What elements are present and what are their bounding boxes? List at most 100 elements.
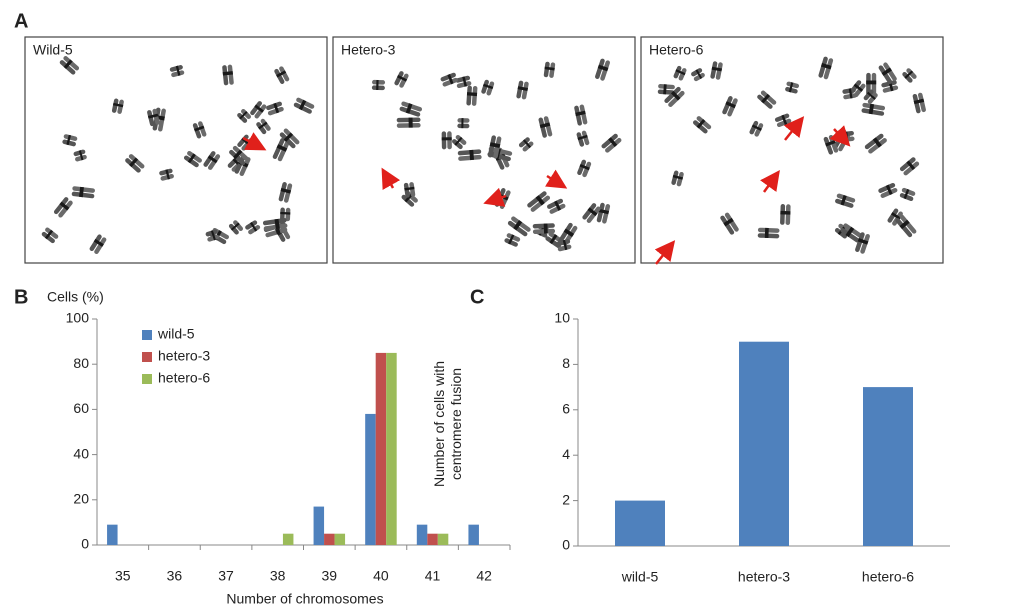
chromosome: [147, 108, 160, 127]
chromatid: [906, 68, 917, 79]
band: [891, 212, 901, 220]
chromosome: [89, 234, 107, 254]
chromatid: [507, 220, 528, 237]
karyotype-images: Wild-5 Hetero-3 Hetero-6: [24, 36, 944, 264]
y-tick-label: 6: [562, 401, 570, 417]
band: [454, 136, 463, 146]
chromatid: [265, 227, 288, 238]
arrow: [483, 187, 507, 207]
bar: [416, 524, 428, 545]
band: [489, 142, 501, 148]
y-tick-label: 4: [562, 446, 570, 462]
chromatid: [901, 187, 916, 196]
chromosome: [532, 223, 556, 234]
chromatid: [396, 117, 421, 123]
band: [78, 150, 84, 161]
band: [696, 119, 706, 129]
chromosome: [657, 83, 675, 95]
chromatid: [456, 81, 472, 89]
chromatid: [855, 232, 865, 252]
chromatid: [399, 73, 409, 88]
band: [751, 124, 762, 131]
chromosome: [394, 71, 409, 88]
band: [276, 70, 287, 78]
band: [466, 92, 478, 97]
chromosome: [504, 233, 521, 247]
band: [866, 80, 877, 85]
legend-swatch: [142, 330, 152, 340]
bar: [334, 533, 346, 545]
band: [298, 99, 307, 111]
chromatid: [605, 137, 622, 153]
chromatid: [504, 238, 518, 247]
band: [780, 210, 791, 215]
chromatid: [543, 61, 550, 78]
y-tick-label: 0: [81, 536, 89, 552]
chromatid: [868, 138, 887, 154]
arrow: [783, 116, 805, 141]
panel-label: C: [470, 286, 484, 308]
band: [885, 184, 893, 196]
x-tick-label: 41: [425, 568, 441, 584]
band: [222, 71, 233, 76]
chromosome: [71, 186, 95, 199]
chromatid: [455, 134, 467, 145]
chromosome: [111, 98, 124, 114]
chromosome: [441, 131, 452, 150]
chromosome: [693, 116, 712, 134]
chromosome: [250, 101, 267, 119]
band: [210, 230, 216, 241]
y-axis-label: Number of cells with centromere fusion: [431, 360, 464, 488]
chromatid: [401, 194, 415, 207]
band: [672, 174, 684, 180]
chromatid: [63, 134, 78, 141]
chromosome: [62, 134, 78, 147]
x-tick-label: 40: [373, 568, 389, 584]
chromosome: [41, 227, 59, 244]
x-tick-label: 36: [167, 568, 183, 584]
band: [66, 134, 72, 146]
bar: [375, 352, 387, 545]
chromatid: [466, 85, 472, 106]
arrow: [760, 169, 780, 193]
chromatid: [169, 65, 183, 72]
chromosome: [245, 220, 261, 235]
chromatid: [62, 139, 76, 147]
chromatid: [860, 233, 870, 254]
chromosome: [256, 118, 271, 135]
band: [276, 144, 288, 152]
chromatid: [403, 182, 410, 198]
band: [663, 84, 667, 95]
chromosome: [272, 138, 290, 162]
chromatid: [864, 133, 884, 150]
chromatid: [458, 154, 482, 161]
band: [280, 211, 291, 215]
band: [554, 200, 562, 211]
chromatid: [125, 158, 141, 173]
chromatid: [600, 60, 610, 81]
band: [899, 219, 910, 230]
chromatid: [582, 203, 597, 220]
band: [563, 228, 575, 238]
chromatid: [903, 161, 920, 176]
chromosome: [902, 68, 917, 83]
chromatid: [757, 94, 773, 109]
x-tick-label: 37: [218, 568, 234, 584]
band: [513, 220, 523, 231]
chromatid: [853, 83, 866, 98]
chromatid: [487, 135, 496, 158]
chromatid: [262, 217, 287, 226]
chromosome: [582, 203, 601, 223]
arrow: [242, 132, 267, 151]
chromatid: [486, 81, 495, 96]
bar: [386, 352, 397, 545]
band: [711, 66, 723, 72]
chromatid: [664, 86, 681, 104]
band: [405, 103, 413, 114]
chromatid: [547, 198, 564, 209]
y-tick-label: 0: [562, 537, 570, 553]
y-tick-label: 20: [73, 491, 89, 507]
band: [469, 149, 474, 161]
band: [872, 137, 882, 148]
chromatid: [71, 191, 95, 199]
